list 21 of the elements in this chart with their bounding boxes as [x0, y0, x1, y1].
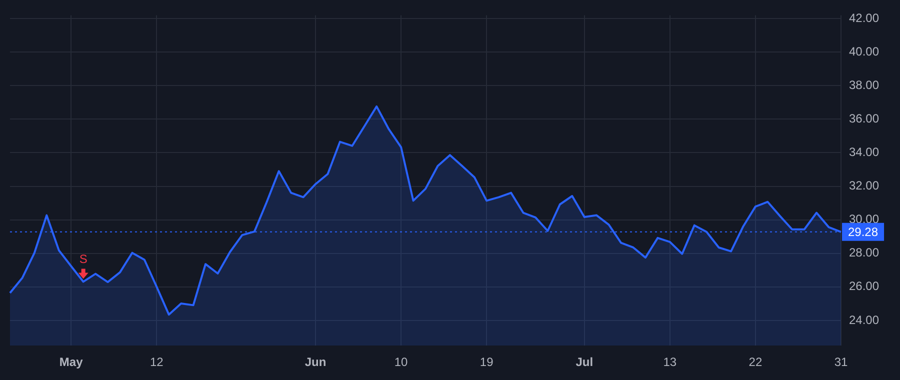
x-tick-label: 31 [834, 355, 848, 370]
x-tick-label: 22 [748, 355, 762, 370]
x-tick-label: May [59, 355, 84, 370]
y-tick-label: 30.00 [849, 212, 880, 226]
y-tick-label: 38.00 [849, 78, 880, 92]
ref-line-label: 29.28 [848, 225, 878, 240]
y-tick-label: 26.00 [849, 279, 880, 294]
y-tick-label: 28.00 [849, 246, 880, 260]
x-tick-label: 12 [150, 355, 164, 370]
x-tick-label: Jul [576, 355, 594, 370]
x-tick-label: 13 [663, 355, 677, 370]
y-tick-label: 36.00 [849, 111, 880, 126]
y-tick-label: 32.00 [849, 178, 880, 193]
y-tick-label: 40.00 [849, 44, 880, 58]
y-tick-label: 42.00 [849, 10, 880, 25]
x-tick-label: 19 [480, 355, 494, 370]
x-tick-label: Jun [304, 355, 326, 370]
y-tick-label: 34.00 [849, 145, 880, 160]
x-tick-label: 10 [394, 355, 408, 370]
annotation: S [79, 252, 88, 266]
y-tick-label: 24.00 [849, 312, 880, 327]
